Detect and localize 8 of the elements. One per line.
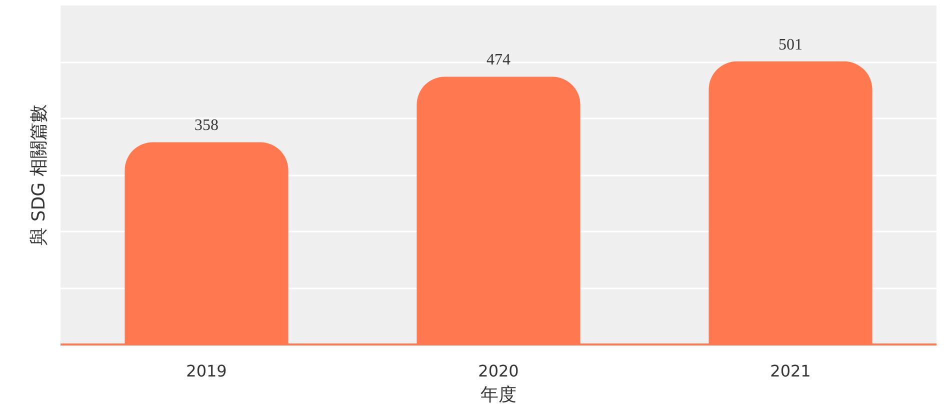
y-axis-title: 與 SDG 相關篇數 bbox=[28, 104, 50, 246]
x-tick-label: 2019 bbox=[186, 362, 227, 380]
x-tick-label: 2021 bbox=[770, 362, 811, 380]
x-axis-title: 年度 bbox=[480, 384, 516, 406]
x-tick-label: 2020 bbox=[478, 362, 519, 380]
data-label: 474 bbox=[486, 52, 510, 69]
data-label: 501 bbox=[778, 36, 802, 54]
data-label: 358 bbox=[194, 117, 218, 134]
